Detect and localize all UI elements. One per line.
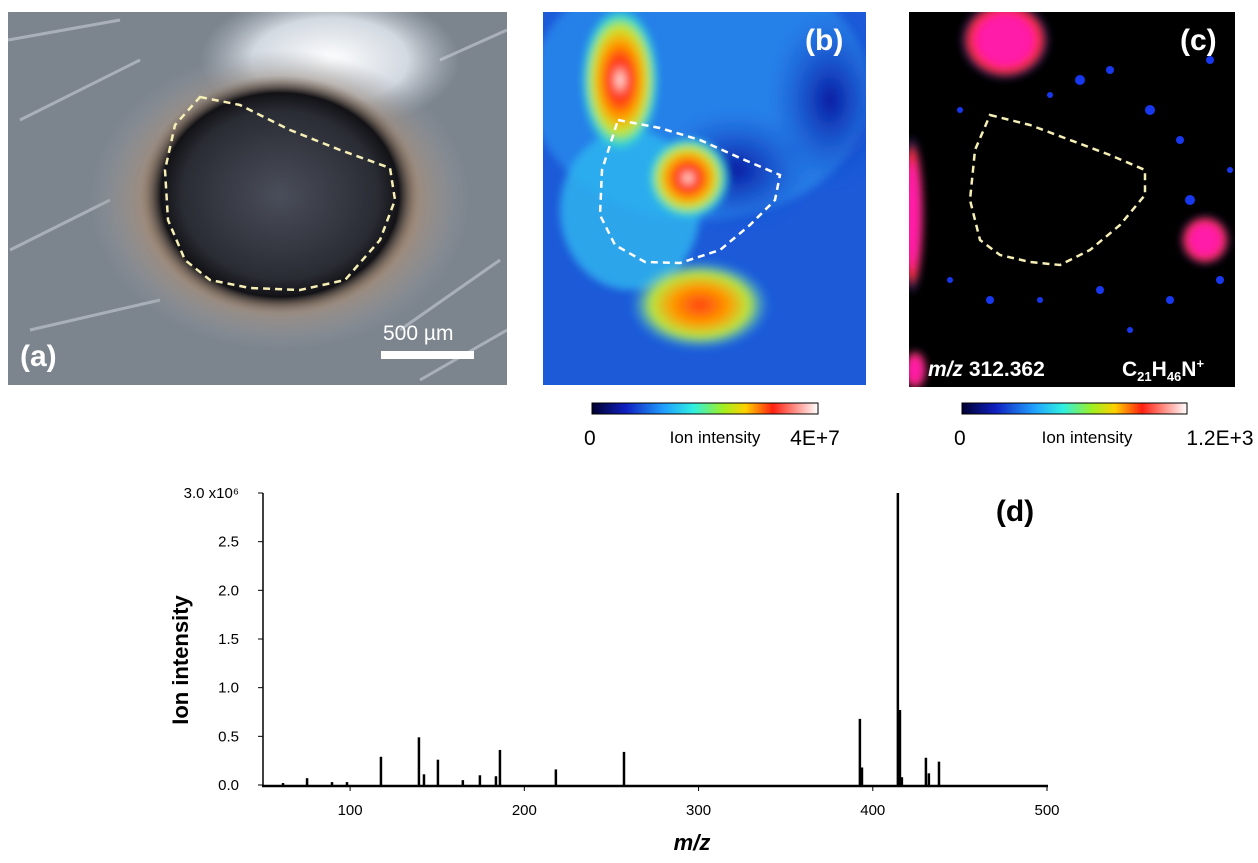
x-tick-label: 400 — [860, 802, 885, 819]
colorbar-min: 0 — [584, 427, 596, 450]
y-tick-label: 0.5 — [218, 728, 239, 745]
x-axis-label: m/z — [674, 830, 711, 855]
element: C — [1122, 358, 1137, 381]
x-tick-label: 200 — [512, 802, 537, 819]
y-tick-label: 3.0 x10⁶ — [184, 485, 239, 502]
ion-image — [543, 12, 866, 385]
element: N — [1181, 358, 1196, 381]
x-tick-label: 100 — [338, 802, 363, 819]
colorbar-title: Ion intensity — [670, 428, 761, 447]
panel-label: (c) — [1180, 24, 1217, 57]
mz-annotation: m/z 312.362 — [928, 358, 1045, 381]
superscript: + — [1196, 356, 1204, 371]
panel-label: (d) — [996, 495, 1034, 528]
panel-label: (a) — [20, 340, 57, 373]
colorbar-max: 4E+7 — [790, 427, 840, 450]
colorbar-min: 0 — [954, 427, 966, 450]
optical-image — [8, 12, 507, 385]
y-axis-label: Ion intensity — [168, 594, 193, 724]
scale-bar-label: 500 µm — [383, 322, 453, 345]
ion-image — [909, 12, 1235, 387]
colorbar — [961, 402, 1188, 415]
spectrum-chart: (d) Ion intensity m/z 0.0 0.5 1.0 1.5 2.0 2.5… — [168, 485, 1060, 855]
panel-label: (b) — [805, 24, 843, 57]
x-tick-label: 500 — [1034, 802, 1059, 819]
formula: C21H46N+ — [1122, 356, 1204, 384]
mz-prefix: m/z — [928, 358, 964, 381]
colorbar-max: 1.2E+3 — [1186, 427, 1253, 450]
colorbar-title: Ion intensity — [1042, 428, 1133, 447]
y-tick-label: 1.0 — [218, 680, 239, 697]
x-tick-label: 300 — [686, 802, 711, 819]
y-tick-label: 2.5 — [218, 534, 239, 551]
y-tick-label: 2.0 — [218, 582, 239, 599]
mz-value: 312.362 — [969, 358, 1045, 381]
subscript: 46 — [1167, 369, 1181, 384]
colorbar — [591, 402, 819, 415]
subscript: 21 — [1137, 369, 1151, 384]
y-tick-label: 0.0 — [218, 777, 239, 794]
element: H — [1152, 358, 1167, 381]
y-tick-label: 1.5 — [218, 631, 239, 648]
